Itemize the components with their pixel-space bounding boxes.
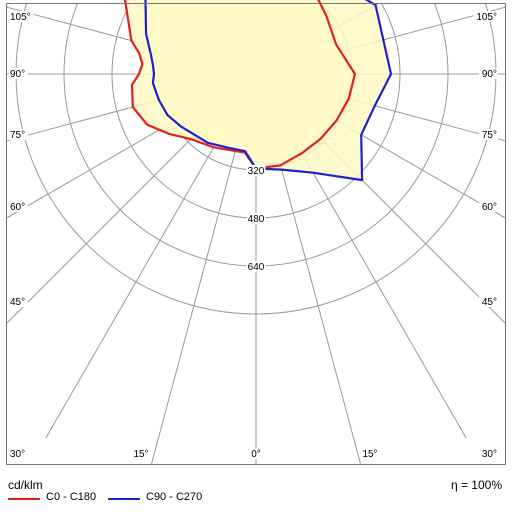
series-fill-1 bbox=[145, 0, 391, 181]
angle-label-bottom: 15° bbox=[133, 449, 148, 460]
angle-label-right-bg bbox=[473, 11, 498, 22]
angle-label-left-bg bbox=[9, 11, 34, 22]
angle-label-left-bg bbox=[9, 68, 28, 79]
radial-label-bg bbox=[246, 165, 266, 176]
chart-border bbox=[6, 3, 506, 465]
axis-labels: 105° 90° 75° 60° 45° 30° 105° 90° 75° 60° 45° 30° 15… bbox=[9, 11, 498, 460]
efficiency-label: η = 100% bbox=[450, 478, 502, 492]
radial-label: 640 bbox=[248, 262, 265, 273]
radial-label: 480 bbox=[248, 214, 265, 225]
angle-label-right-bg bbox=[479, 448, 498, 459]
angle-label-left: 30° bbox=[10, 449, 25, 460]
angle-label-bottom-bg bbox=[249, 448, 263, 459]
angle-label-right-bg bbox=[479, 129, 498, 140]
series-line-c90-c270 bbox=[144, 0, 393, 182]
angle-label-bottom: 15° bbox=[362, 449, 377, 460]
angle-label-right-bg bbox=[479, 68, 498, 79]
angle-label-bottom-bg bbox=[360, 448, 380, 459]
grid-spoke bbox=[7, 103, 205, 219]
angle-label-right-bg bbox=[479, 201, 498, 212]
grid-spoke bbox=[45, 125, 227, 438]
angle-label-left-bg bbox=[9, 129, 28, 140]
radial-label: 320 bbox=[248, 166, 265, 177]
angle-label-right: 45° bbox=[482, 297, 497, 308]
radial-label-bg bbox=[246, 261, 266, 272]
angle-label-left: 90° bbox=[10, 69, 25, 80]
angle-label-right: 30° bbox=[482, 449, 497, 460]
angle-label-right-bg bbox=[479, 296, 498, 307]
angle-label-left: 45° bbox=[10, 297, 25, 308]
polar-chart: 105° 90° 75° 60° 45° 30° 105° 90° 75° 60° 45° 30° 15… bbox=[6, 0, 506, 465]
angle-label-right: 60° bbox=[482, 202, 497, 213]
grid-spoke bbox=[285, 125, 467, 438]
legend-swatch-c90 bbox=[108, 498, 140, 500]
angle-label-left-bg bbox=[9, 448, 28, 459]
grid-spoke bbox=[271, 131, 362, 464]
angle-label-left-bg bbox=[9, 201, 28, 212]
legend-swatch-c0 bbox=[8, 498, 40, 500]
series-line-c0-c180 bbox=[123, 0, 357, 170]
angle-label-left: 75° bbox=[10, 130, 25, 141]
legend-label-c90: C90 - C270 bbox=[146, 491, 203, 503]
unit-label: cd/klm bbox=[8, 478, 43, 492]
grid-spoke bbox=[150, 131, 241, 464]
radial-label-bg bbox=[246, 213, 266, 224]
series-layer bbox=[123, 0, 393, 182]
legend-label-c0: C0 - C180 bbox=[46, 491, 97, 503]
angle-label-right: 75° bbox=[482, 130, 497, 141]
angle-label-left: 60° bbox=[10, 202, 25, 213]
angle-label-right: 90° bbox=[482, 69, 497, 80]
angle-label-left: 105° bbox=[10, 12, 31, 23]
angle-label-left-bg bbox=[9, 296, 28, 307]
angle-label-bottom: 0° bbox=[251, 449, 261, 460]
angle-label-bottom-bg bbox=[131, 448, 151, 459]
angle-label-right: 105° bbox=[476, 12, 497, 23]
grid-spoke bbox=[7, 116, 214, 324]
